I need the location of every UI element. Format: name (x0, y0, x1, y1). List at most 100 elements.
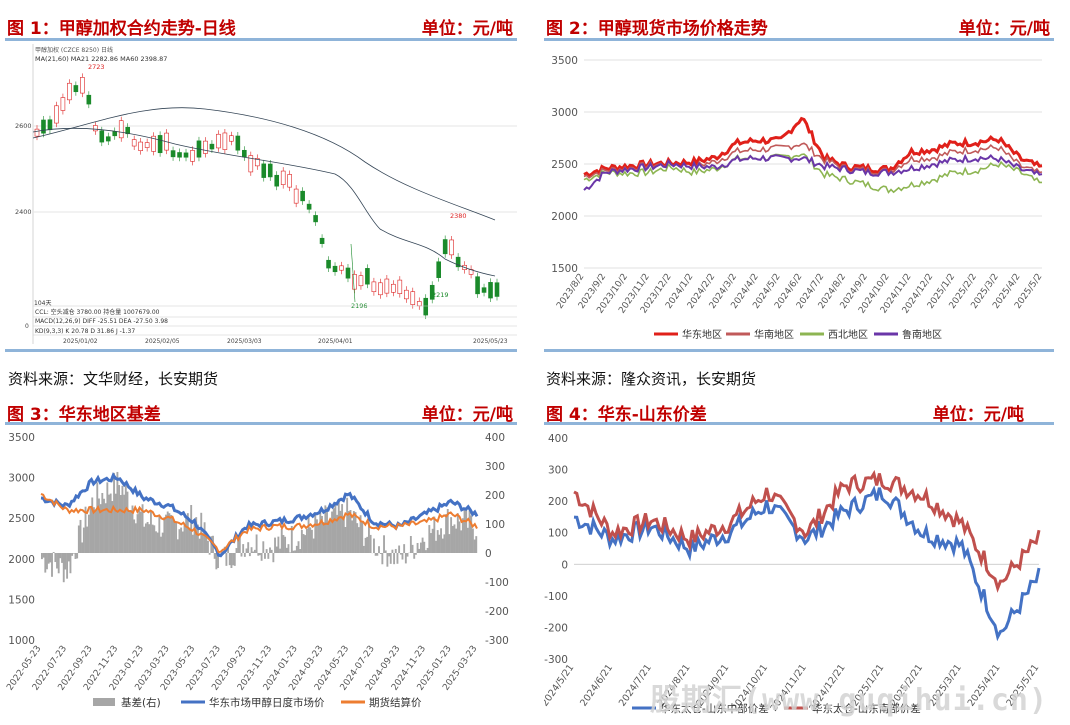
basis-bar (193, 522, 196, 553)
basis-bar (92, 507, 95, 553)
fig1-ytick-0: 0 (25, 323, 29, 330)
basis-bar (108, 494, 110, 553)
basis-bar (433, 516, 436, 553)
y-tick-label: 3500 (551, 55, 578, 67)
basis-bar (213, 553, 216, 559)
basis-bar (413, 553, 416, 559)
basis-bar (101, 492, 104, 553)
x-tick-label: 2024/7/21 (617, 662, 654, 708)
basis-bar (257, 553, 260, 556)
basis-bar (451, 525, 454, 553)
basis-bar (168, 513, 171, 553)
basis-bar (72, 553, 75, 554)
fig1-candle-body (235, 135, 241, 151)
y-tick-label: 300 (548, 465, 568, 477)
fig1-candle-body (80, 77, 85, 94)
basis-bar (138, 508, 141, 553)
basis-bar (386, 553, 389, 567)
fig1-candle-body (157, 135, 163, 154)
fig1-candle-body (229, 135, 234, 142)
basis-bar (378, 546, 380, 553)
basis-bar (316, 519, 318, 553)
fig1-panel: 图 1：甲醇加权合约走势-日线 单位：元/吨 甲醇加权 (CZCE 8250) … (5, 8, 517, 353)
fig4-unit: 单位：元/吨 (932, 405, 1024, 425)
basis-bar (215, 553, 218, 570)
fig1-unit: 单位：元/吨 (421, 19, 513, 39)
y-tick-label: 2500 (551, 159, 578, 171)
source-left: 资料来源：文华财经，长安期货 (8, 370, 219, 388)
basis-bar (450, 517, 453, 553)
basis-bar (297, 541, 300, 553)
basis-bar (285, 547, 288, 553)
basis-bar (44, 553, 47, 573)
y-tick-label: 400 (548, 433, 568, 445)
y-tick-label: 2500 (8, 513, 35, 525)
basis-bar (366, 536, 369, 553)
basis-bar (61, 553, 63, 563)
fig1-candle-body (86, 94, 92, 105)
basis-bar (76, 553, 79, 559)
fig2-panel: 图 2：甲醇现货市场价格走势 单位：元/吨 3500 3000 2500 2000 15… (544, 8, 1054, 353)
legend-label: 华东市场甲醇日度市场价 (209, 696, 325, 709)
y-tick-label: 3000 (551, 107, 578, 119)
basis-bar (265, 549, 268, 553)
y2-tick-label: -100 (485, 577, 509, 589)
basis-bar (302, 534, 305, 553)
fig1-xtick-2: 2025/03/03 (227, 338, 262, 345)
basis-bar (170, 514, 172, 553)
basis-bar (99, 504, 102, 553)
fig1-candle-body (93, 125, 98, 132)
basis-bar (418, 548, 421, 553)
basis-bar (57, 553, 60, 574)
basis-bar (146, 522, 149, 553)
basis-bar (310, 529, 313, 553)
legend-label: 鲁南地区 (902, 328, 942, 341)
basis-bar (165, 514, 167, 553)
fig1-anno-2219: 2219 (432, 291, 449, 299)
legend-label: 华南地区 (754, 328, 794, 341)
basis-bar (337, 500, 340, 553)
basis-bar (59, 553, 62, 559)
basis-bar (470, 515, 473, 553)
basis-bar (300, 529, 303, 553)
fig1-candle-body (475, 276, 480, 295)
basis-bar (158, 516, 161, 553)
basis-bar (465, 509, 468, 553)
fig1-candle-body (319, 237, 325, 244)
basis-bar (383, 535, 385, 553)
basis-bar (150, 511, 152, 553)
basis-bar (67, 553, 70, 562)
basis-bar (185, 515, 188, 553)
fig2-line-chart: 350030002500200015002023/8/22023/9/22023… (551, 55, 1044, 341)
basis-bar (47, 553, 50, 564)
fig1-candle-body (455, 256, 461, 268)
basis-bar (421, 537, 424, 553)
basis-bar (456, 513, 459, 553)
fig1-candle-body (112, 131, 118, 137)
basis-bar (440, 528, 442, 553)
basis-bar (205, 534, 208, 553)
basis-bar (455, 528, 458, 553)
fig1-xtick-0: 2025/01/02 (63, 338, 98, 345)
basis-bar (98, 498, 100, 553)
basis-bar (79, 519, 82, 553)
fig1-candle-body (138, 141, 143, 151)
fig3-header: 图 3：华东地区基差 单位：元/吨 (5, 394, 517, 425)
basis-bar (341, 504, 344, 553)
basis-bar (443, 534, 446, 553)
basis-bar (347, 511, 350, 553)
basis-bar (119, 495, 122, 553)
basis-bar (69, 553, 72, 574)
basis-bar (309, 527, 312, 553)
basis-bar (428, 525, 431, 553)
fig1-ccl-text: CCL: 空头减仓 3780.00 持仓量 1007679.00 (35, 308, 160, 316)
basis-bar (210, 536, 213, 553)
basis-bar (344, 526, 347, 553)
basis-bar (441, 538, 444, 553)
fig1-candle-body (332, 265, 338, 273)
basis-bar (52, 552, 55, 553)
legend-label: 西北地区 (828, 328, 868, 341)
basis-bar (155, 531, 157, 553)
basis-bar (471, 528, 474, 553)
